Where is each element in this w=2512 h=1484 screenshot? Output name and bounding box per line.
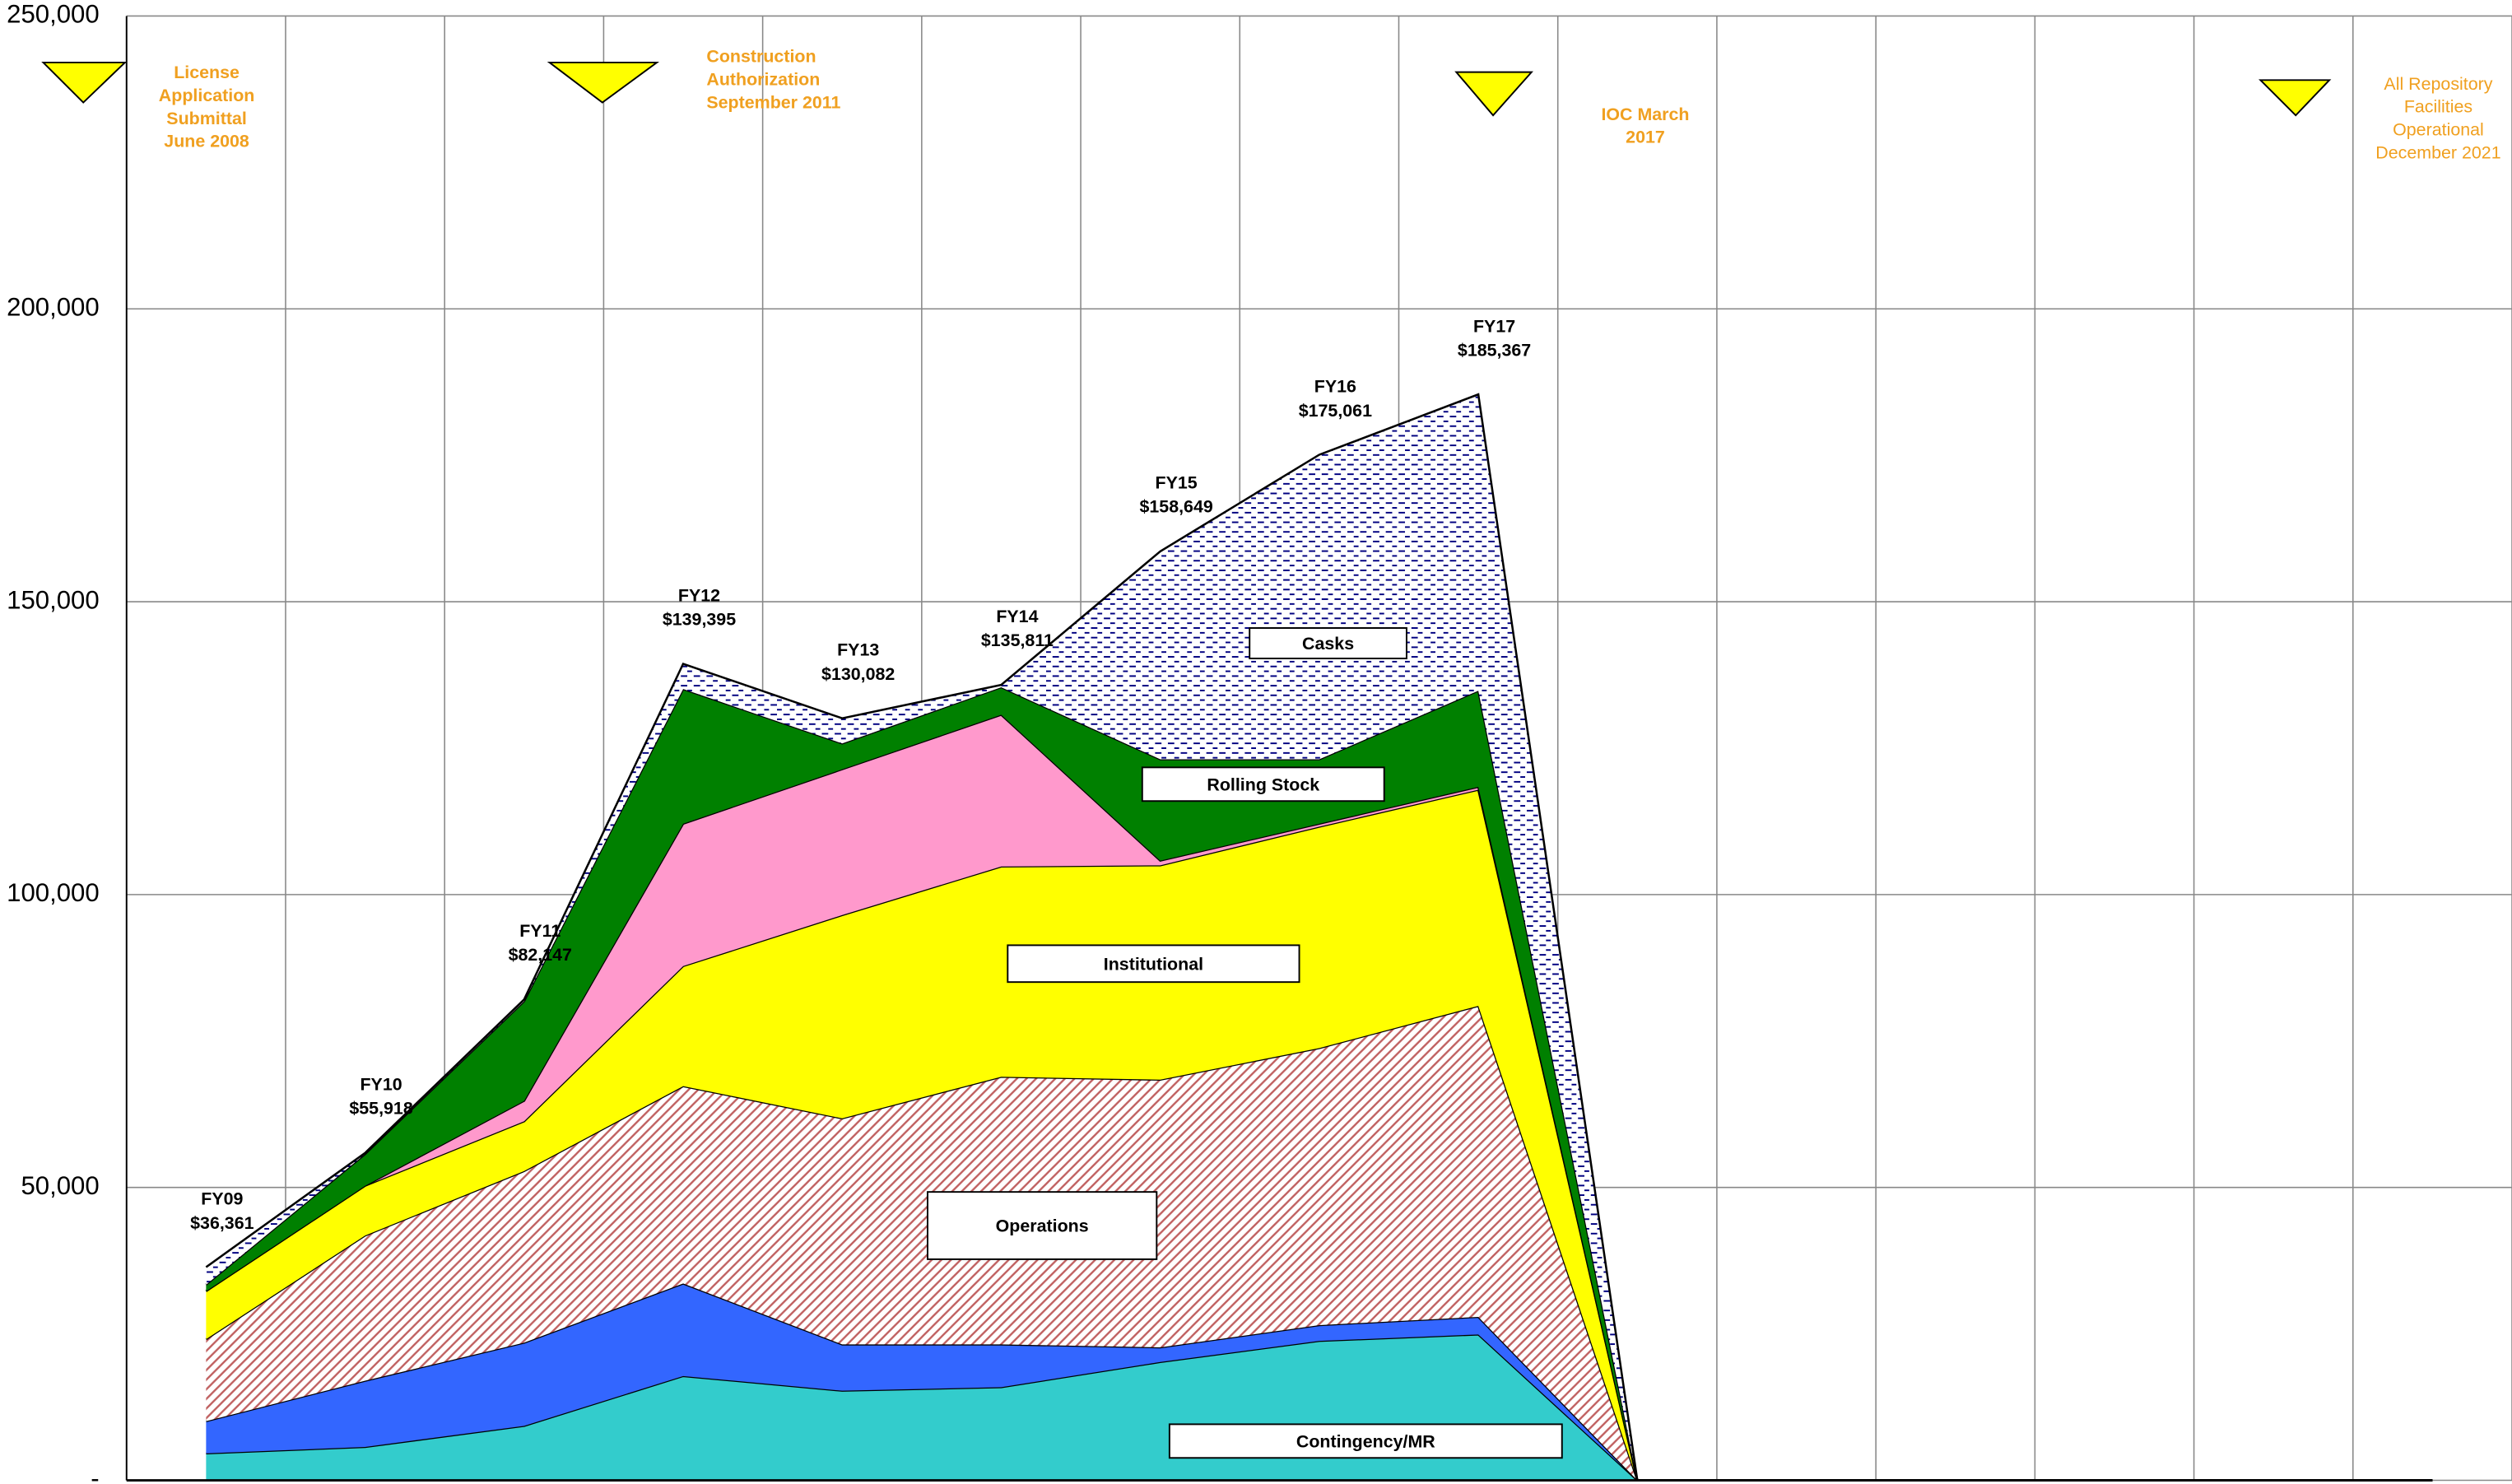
y-tick-label: 200,000 [7, 292, 100, 321]
point-label: FY15 [1156, 472, 1198, 492]
milestone-label: September 2011 [706, 92, 840, 112]
area [206, 394, 2433, 1481]
series-label: Operations [996, 1217, 1089, 1236]
milestone-label: Construction [706, 47, 816, 67]
point-label: FY09 [201, 1189, 243, 1209]
y-tick-label: - [91, 1464, 99, 1484]
milestone-marker [2258, 79, 2332, 117]
y-tick-label: 50,000 [21, 1171, 99, 1200]
milestone-label: 2017 [1626, 128, 1665, 147]
milestone-label: Submittal [166, 109, 247, 128]
milestone-label: License [174, 63, 240, 82]
series-label-box [1168, 1423, 1563, 1459]
total-label: $82,147 [509, 945, 572, 965]
point-label: FY16 [1314, 377, 1356, 397]
y-tick-label: 250,000 [7, 0, 100, 29]
area [206, 789, 2433, 1481]
total-label: $55,918 [349, 1099, 412, 1119]
y-tick-label: 150,000 [7, 585, 100, 614]
total-label: $185,367 [1458, 341, 1531, 361]
milestone-marker [41, 61, 128, 104]
total-label: $139,395 [663, 610, 736, 630]
series-label-box [1249, 627, 1407, 659]
series-label: Rolling Stock [1207, 775, 1319, 794]
point-label: FY14 [996, 607, 1038, 626]
point-label: FY17 [1473, 316, 1515, 336]
total-label: $135,811 [981, 630, 1054, 650]
point-label: FY11 [519, 921, 561, 941]
milestone-marker [547, 61, 660, 104]
milestone-label: June 2008 [164, 132, 249, 151]
total-label: $175,061 [1299, 401, 1372, 421]
milestone-label: Authorization [706, 70, 820, 90]
milestone-label: IOC March [1601, 105, 1689, 124]
area [206, 714, 2433, 1481]
milestone-label: December 2021 [2375, 142, 2500, 162]
total-label: $36,361 [190, 1213, 254, 1233]
point-label: FY10 [360, 1075, 402, 1095]
milestone-label: All Repository [2384, 74, 2492, 94]
series-label: Contingency/MR [1296, 1431, 1435, 1451]
series-label-box [1007, 944, 1300, 984]
area [206, 1006, 2433, 1481]
y-tick-label: 100,000 [7, 878, 100, 907]
series-label: Casks [1302, 634, 1354, 654]
area [206, 1334, 2433, 1481]
series-label: Institutional [1104, 954, 1203, 974]
area [206, 1283, 2433, 1481]
total-label: $130,082 [821, 664, 895, 684]
series-label-box [927, 1191, 1158, 1260]
point-label: FY13 [837, 640, 879, 660]
point-label: FY12 [678, 585, 720, 605]
milestone-label: Application [159, 86, 255, 105]
milestone-marker [1454, 71, 1533, 117]
milestone-label: Operational [2393, 119, 2484, 139]
total-label: $158,649 [1139, 497, 1212, 517]
milestone-label: Facilities [2404, 97, 2472, 117]
series-label-box [1141, 766, 1385, 802]
